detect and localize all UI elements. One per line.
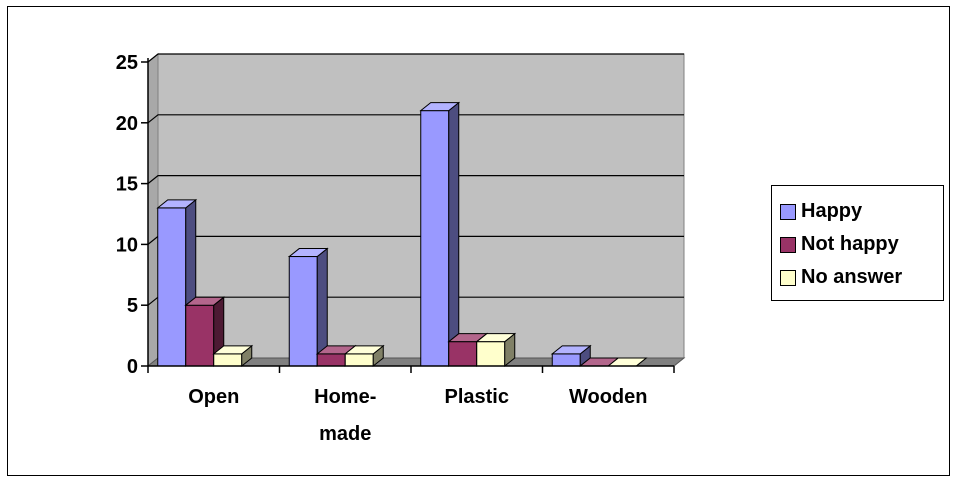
legend-swatch: [780, 236, 796, 253]
x-category-label-wooden: Wooden: [569, 386, 648, 408]
plot-side-wall: [147, 52, 159, 368]
y-tick-label-5: 5: [127, 295, 138, 317]
x-category-label-homemade: Home-made: [314, 386, 376, 445]
y-tick-label-10: 10: [116, 234, 138, 256]
legend-swatch: [780, 203, 796, 220]
x-category-labels: Open Home-made Plastic Wooden: [188, 386, 647, 445]
legend: Happy Not happy No answer: [771, 185, 944, 301]
y-tick-label-0: 0: [127, 356, 138, 378]
bar-happy-plastic: [419, 101, 461, 368]
legend-swatch: [780, 269, 796, 286]
legend-label: Happy: [801, 200, 863, 222]
bar-happy-homemade: [287, 247, 329, 368]
bar-not-happy-open: [184, 296, 226, 368]
legend-label: Not happy: [801, 233, 899, 255]
legend-label: No answer: [801, 266, 903, 288]
legend-item-not-happy: Not happy: [780, 228, 943, 261]
bar-no-answer-open: [212, 344, 254, 368]
plot-walls: [147, 52, 685, 368]
gridline-25: [147, 53, 684, 63]
axes: [141, 58, 675, 373]
y-tick-label-25: 25: [116, 52, 138, 74]
legend-item-no-answer: No answer: [780, 261, 943, 294]
bars: [156, 101, 648, 368]
legend-item-happy: Happy: [780, 195, 943, 228]
x-category-label-open: Open: [188, 386, 239, 408]
x-category-label-plastic: Plastic: [445, 386, 509, 408]
bar-no-answer-plastic: [475, 332, 517, 368]
y-tick-labels: 0 5 10 15 20 25: [116, 52, 138, 378]
bar-no-answer-homemade: [343, 344, 385, 368]
gridline-20: [147, 114, 684, 124]
y-tick-label-20: 20: [116, 113, 138, 135]
gridline-15: [147, 175, 684, 185]
y-tick-label-15: 15: [116, 174, 138, 196]
